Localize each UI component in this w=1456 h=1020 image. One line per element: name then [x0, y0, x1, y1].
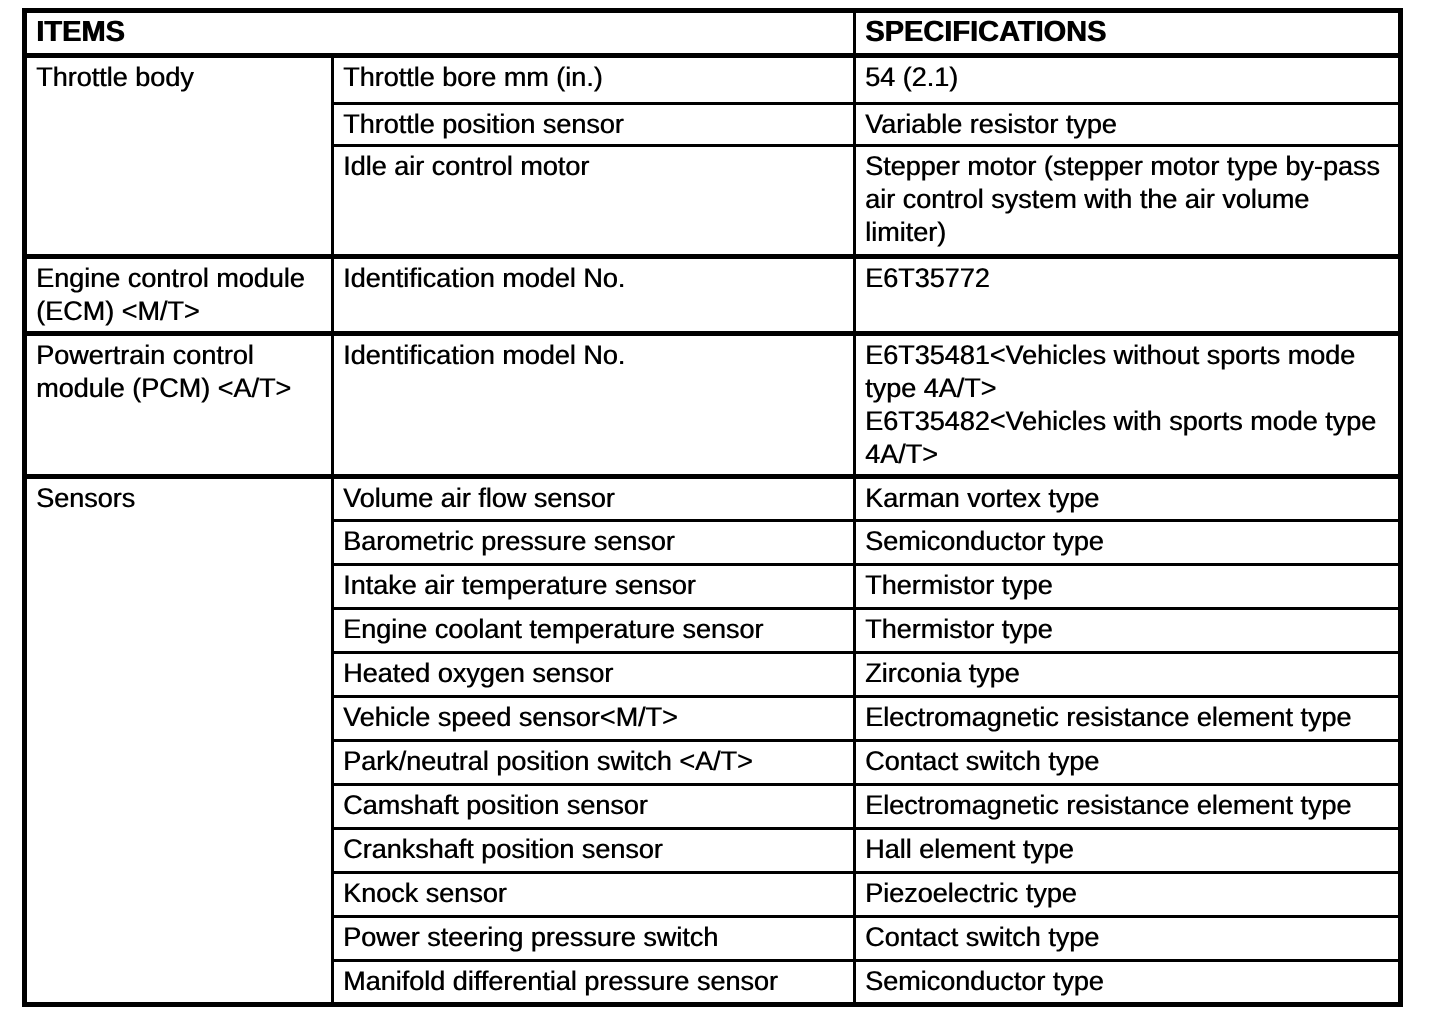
table-row-crankshaft-position-sensor: Crankshaft position sensor Hall element …	[25, 827, 1402, 874]
item-cell: Heated oxygen sensor	[331, 651, 856, 698]
spec-cell: 54 (2.1)	[853, 53, 1402, 106]
spec-cell: Karman vortex type	[853, 474, 1402, 522]
table-row-knock-sensor: Knock sensor Piezoelectric type	[25, 871, 1402, 918]
item-cell: Idle air control motor	[331, 144, 856, 259]
table-row-ecm-id: Engine control module (ECM) <M/T> Identi…	[23, 254, 1402, 336]
item-cell: Knock sensor	[331, 871, 856, 918]
table-row-barometric-pressure-sensor: Barometric pressure sensor Semiconductor…	[25, 519, 1402, 566]
table-row-park-neutral-position-switch: Park/neutral position switch <A/T> Conta…	[25, 739, 1402, 786]
table-row-throttle-bore: Throttle body Throttle bore mm (in.) 54 …	[23, 53, 1402, 259]
item-cell: Crankshaft position sensor	[331, 827, 856, 874]
spec-cell: E6T35481<Vehicles without sports mode ty…	[853, 331, 1402, 478]
table-row-pcm-id: Powertrain control module (PCM) <A/T> Id…	[23, 331, 1402, 478]
table-row-intake-air-temperature-sensor: Intake air temperature sensor Thermistor…	[25, 563, 1402, 610]
items-column-header: ITEMS	[23, 8, 856, 59]
spec-cell: Contact switch type	[853, 915, 1402, 962]
spec-cell: Electromagnetic resistance element type	[853, 695, 1402, 742]
item-cell: Park/neutral position switch <A/T>	[331, 739, 856, 786]
spec-cell: Stepper motor (stepper motor type by-pas…	[853, 144, 1402, 259]
table-row-manifold-differential-pressure-sensor: Manifold differential pressure sensor Se…	[25, 959, 1402, 1006]
spec-cell: Thermistor type	[853, 563, 1402, 610]
item-cell: Identification model No.	[331, 331, 856, 478]
table-row-throttle-position-sensor: Throttle position sensor Variable resist…	[25, 102, 1402, 148]
category-cell-throttle-body: Throttle body	[23, 53, 334, 259]
category-cell-pcm: Powertrain control module (PCM) <A/T>	[23, 331, 334, 478]
table-row-power-steering-pressure-switch: Power steering pressure switch Contact s…	[25, 915, 1402, 962]
table-row-camshaft-position-sensor: Camshaft position sensor Electromagnetic…	[25, 783, 1402, 830]
table-header-row: ITEMS SPECIFICATIONS	[23, 8, 1402, 59]
spec-cell: Semiconductor type	[853, 959, 1402, 1006]
table-row-engine-coolant-temperature-sensor: Engine coolant temperature sensor Thermi…	[25, 607, 1402, 654]
spec-cell: Variable resistor type	[853, 102, 1402, 148]
item-cell: Volume air flow sensor	[331, 474, 856, 522]
item-cell: Throttle bore mm (in.)	[331, 53, 856, 106]
table-row-volume-air-flow-sensor: Sensors Volume air flow sensor Karman vo…	[23, 474, 1402, 1006]
spec-cell: Hall element type	[853, 827, 1402, 874]
specifications-table: ITEMS SPECIFICATIONS Throttle body Throt…	[22, 8, 1403, 1007]
category-cell-sensors: Sensors	[23, 474, 334, 1006]
spec-cell: Electromagnetic resistance element type	[853, 783, 1402, 830]
item-cell: Engine coolant temperature sensor	[331, 607, 856, 654]
specifications-column-header: SPECIFICATIONS	[853, 8, 1402, 59]
spec-cell: Semiconductor type	[853, 519, 1402, 566]
table-row-vehicle-speed-sensor: Vehicle speed sensor<M/T> Electromagneti…	[25, 695, 1402, 742]
spec-cell: Contact switch type	[853, 739, 1402, 786]
spec-cell: Zirconia type	[853, 651, 1402, 698]
item-cell: Identification model No.	[331, 254, 856, 336]
item-cell: Intake air temperature sensor	[331, 563, 856, 610]
item-cell: Throttle position sensor	[331, 102, 856, 148]
category-cell-ecm: Engine control module (ECM) <M/T>	[23, 254, 334, 336]
spec-cell: Thermistor type	[853, 607, 1402, 654]
spec-cell: E6T35772	[853, 254, 1402, 336]
table-row-idle-air-control-motor: Idle air control motor Stepper motor (st…	[25, 144, 1402, 259]
item-cell: Barometric pressure sensor	[331, 519, 856, 566]
item-cell: Manifold differential pressure sensor	[331, 959, 856, 1006]
table-row-heated-oxygen-sensor: Heated oxygen sensor Zirconia type	[25, 651, 1402, 698]
item-cell: Vehicle speed sensor<M/T>	[331, 695, 856, 742]
item-cell: Camshaft position sensor	[331, 783, 856, 830]
spec-cell: Piezoelectric type	[853, 871, 1402, 918]
item-cell: Power steering pressure switch	[331, 915, 856, 962]
